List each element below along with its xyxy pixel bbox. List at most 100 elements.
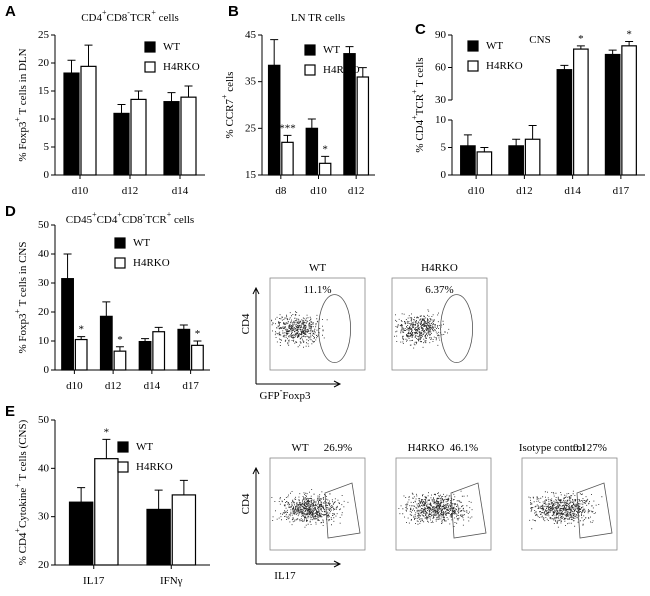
legend-label: WT — [323, 44, 340, 56]
flow-y-label: CD4 — [240, 313, 252, 334]
flow-gate — [324, 482, 361, 539]
flow-y-label: CD4 — [240, 493, 252, 514]
error-bar — [134, 90, 143, 100]
bar — [476, 151, 493, 176]
legend-label: H4RKO — [136, 461, 173, 473]
bar — [508, 145, 524, 176]
error-bar — [345, 46, 354, 54]
error-bar — [480, 147, 489, 152]
x-tick-label: d12 — [105, 380, 122, 392]
bar — [61, 278, 74, 371]
flow-dots — [528, 490, 603, 530]
annotation: *** — [279, 122, 296, 134]
error-bar — [102, 438, 111, 459]
bar — [573, 48, 589, 176]
error-bar — [528, 125, 537, 140]
legend-label: H4RKO — [486, 60, 523, 72]
annotation: * — [104, 426, 110, 438]
x-tick-label: d10 — [468, 185, 485, 197]
y-tick-label: 5 — [441, 141, 447, 153]
legend-label: WT — [486, 40, 503, 52]
flow-gate — [318, 294, 352, 364]
y-tick-label: 25 — [245, 122, 257, 134]
flow-plot-title: H4RKO — [421, 262, 458, 274]
legend-swatch — [144, 41, 156, 53]
y-tick-label: 40 — [38, 248, 50, 260]
panel-label: C — [415, 21, 426, 38]
bar — [113, 112, 130, 176]
error-bar — [307, 118, 316, 129]
bar — [281, 141, 294, 176]
bar — [113, 350, 127, 371]
y-tick-label: 0 — [44, 364, 50, 376]
flow-percent: 26.9% — [324, 442, 352, 454]
error-bar — [321, 155, 330, 164]
x-tick-label: d12 — [122, 185, 139, 197]
error-bar — [193, 340, 202, 346]
bar — [94, 458, 119, 566]
x-tick-label: d14 — [564, 185, 581, 197]
panel-label: D — [5, 203, 16, 220]
error-bar — [117, 103, 126, 114]
bar — [80, 65, 97, 176]
panel-label: E — [5, 403, 15, 420]
x-tick-label: d10 — [72, 185, 89, 197]
y-axis-label: % CD4+Cytokine+ T cells (CNS) — [13, 419, 28, 565]
flow-dots — [271, 311, 328, 348]
flow-y-arrow — [252, 466, 260, 564]
error-bar — [576, 45, 585, 50]
error-bar — [512, 138, 521, 146]
y-tick-label: 10 — [435, 114, 447, 126]
bar — [138, 340, 152, 371]
flow-plot-frame — [521, 457, 618, 551]
y-tick-label: 35 — [245, 75, 257, 87]
flow-gate — [450, 482, 487, 539]
bar — [99, 315, 113, 371]
error-bar — [102, 301, 111, 317]
flow-dots — [394, 309, 450, 349]
legend-swatch — [467, 40, 479, 52]
y-tick-label: 10 — [38, 113, 50, 125]
legend-swatch — [304, 44, 316, 56]
y-tick-label: 20 — [38, 57, 50, 69]
error-bar — [154, 326, 163, 332]
x-tick-label: d17 — [613, 185, 630, 197]
legend-swatch — [114, 237, 126, 249]
bar — [604, 53, 621, 176]
y-tick-label: 10 — [38, 335, 50, 347]
x-tick-label: d10 — [66, 380, 83, 392]
flow-percent: 0.127% — [573, 442, 607, 454]
bar — [177, 328, 191, 371]
y-tick-label: 30 — [38, 277, 50, 289]
y-tick-label: 40 — [38, 462, 50, 474]
error-bar — [179, 324, 188, 330]
annotation: * — [322, 143, 328, 155]
bar — [163, 101, 180, 176]
chart-title: CD45+CD4+CD8-TCR+ cells — [66, 210, 194, 225]
y-tick-label: 5 — [44, 141, 50, 153]
legend-label: H4RKO — [163, 61, 200, 73]
y-tick-label: 60 — [435, 61, 447, 73]
y-tick-label: 15 — [245, 169, 257, 181]
error-bar — [608, 49, 617, 55]
legend-swatch — [144, 61, 156, 73]
legend-swatch — [304, 64, 316, 76]
y-tick-label: 25 — [38, 29, 50, 41]
error-bar — [270, 39, 279, 66]
bar — [74, 338, 88, 371]
flow-dots — [271, 489, 349, 528]
x-tick-label: d8 — [275, 185, 287, 197]
bar — [621, 45, 637, 176]
error-bar — [63, 253, 72, 279]
flow-plot-title: WT — [309, 262, 326, 274]
error-bar — [77, 487, 86, 503]
bar — [171, 494, 197, 566]
flow-gate — [440, 294, 474, 364]
legend-swatch — [467, 60, 479, 72]
y-axis-label: % CCR7+ cells — [220, 72, 235, 139]
chart-title: LN TR cells — [291, 12, 345, 24]
x-tick-label: d14 — [144, 380, 161, 392]
error-bar — [463, 134, 472, 146]
x-tick-label: d17 — [182, 380, 199, 392]
panel-label: B — [228, 3, 239, 20]
